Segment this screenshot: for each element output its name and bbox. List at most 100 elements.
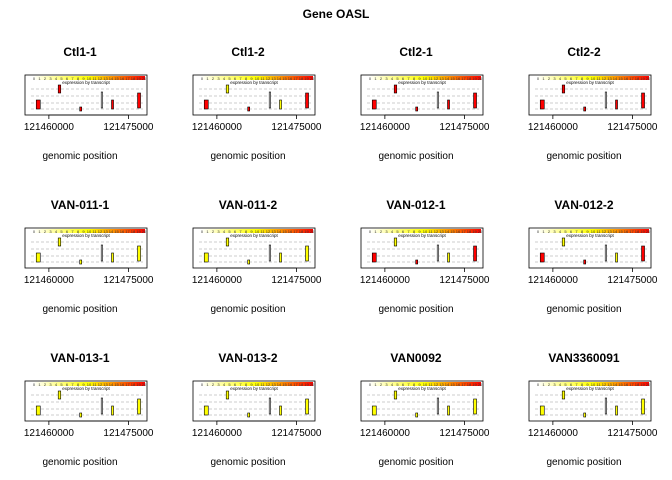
legend-scale-label: 6: [402, 229, 405, 234]
legend-scale-label: 2: [548, 229, 551, 234]
legend-scale-label: 18: [467, 382, 472, 387]
legend-colorbar: [537, 229, 649, 233]
legend-scale-label: 10: [423, 382, 428, 387]
legend-scale-label: 1: [374, 76, 377, 81]
legend-scale-label: 7: [239, 76, 242, 81]
exon-box: [35, 405, 41, 416]
legend-scale-label: 20: [646, 76, 651, 81]
legend-scale-label: 19: [640, 76, 645, 81]
legend-scale-label: 3: [553, 229, 556, 234]
legend-scale-label: 2: [212, 382, 215, 387]
exon-box: [225, 390, 230, 400]
legend-scale-label: 11: [260, 76, 265, 81]
legend-scale-label: 2: [380, 382, 383, 387]
legend-colorbar: [33, 382, 145, 386]
exon-box: [641, 245, 645, 262]
x-tick-label: 121475000: [103, 122, 153, 133]
legend-scale-label: 10: [255, 229, 260, 234]
legend-scale-label: 18: [467, 229, 472, 234]
legend-scale-label: 13: [439, 382, 444, 387]
legend-scale-label: 0: [537, 76, 540, 81]
x-tick-label: 121475000: [439, 275, 489, 286]
legend-scale-label: 20: [646, 229, 651, 234]
legend-scale-label: 14: [109, 382, 114, 387]
legend-scale-label: 11: [92, 229, 97, 234]
legend-scale-label: 11: [92, 382, 97, 387]
legend-scale-label: 18: [131, 76, 136, 81]
legend-scale-label: 19: [304, 229, 309, 234]
exon-box: [247, 412, 250, 418]
x-tick-label: 121460000: [360, 122, 410, 133]
legend-scale-label: 14: [445, 76, 450, 81]
legend-scale-label: 16: [456, 76, 461, 81]
legend-scale-label: 18: [299, 76, 304, 81]
x-tick-label: 121475000: [439, 428, 489, 439]
legend-scale-label: 14: [613, 382, 618, 387]
legend-scale-label: 6: [234, 382, 237, 387]
x-tick-label: 121460000: [528, 122, 578, 133]
legend-scale-label: 16: [624, 382, 629, 387]
legend-scale-label: 0: [369, 76, 372, 81]
legend-scale-label: 11: [596, 229, 601, 234]
panel-title: Ctl1-2: [231, 45, 265, 59]
legend-label: expression by transcript: [230, 80, 278, 85]
legend-scale-label: 20: [310, 76, 315, 81]
x-tick-label: 121460000: [24, 275, 74, 286]
panel-title: VAN0092: [390, 351, 442, 365]
exon-box: [279, 405, 282, 416]
legend-scale-label: 8: [77, 229, 80, 234]
legend-scale-label: 14: [109, 229, 114, 234]
legend-scale-label: 3: [217, 382, 220, 387]
exon-box: [371, 252, 377, 263]
legend-scale-label: 9: [250, 229, 253, 234]
legend-scale-label: 18: [635, 229, 640, 234]
exon-box: [111, 252, 114, 263]
panel-plot: 0 1 2 3 4 5 6 7 8 9 10 11 12 13 14 15 16 17 18 19 20expressi…: [24, 74, 154, 133]
exon-box: [447, 252, 450, 263]
x-tick-label: 121475000: [271, 275, 321, 286]
x-axis-label: genomic position: [546, 304, 622, 315]
exon-box: [305, 245, 309, 262]
legend-scale-label: 9: [418, 382, 421, 387]
legend-scale-label: 15: [114, 76, 119, 81]
exon-box: [279, 252, 282, 263]
legend-label: expression by transcript: [566, 386, 614, 391]
panel-plot: 0 1 2 3 4 5 6 7 8 9 10 11 12 13 14 15 16 17 18 19 20expressi…: [192, 74, 322, 133]
legend-scale-label: 15: [618, 76, 623, 81]
x-tick-label: 121475000: [439, 122, 489, 133]
legend-colorbar: [201, 382, 313, 386]
legend-scale-label: 4: [391, 382, 394, 387]
legend-scale-label: 18: [635, 382, 640, 387]
gene-panel: VAN-011-1 0 1 2 3 4 5 6 7 8 9 10 11 12 13 14 15 16 17 18 19 2…: [5, 198, 155, 315]
legend-scale-label: 18: [131, 229, 136, 234]
legend-scale-label: 18: [131, 382, 136, 387]
exon-box: [615, 99, 618, 110]
exon-box: [137, 398, 141, 415]
legend-scale-label: 1: [38, 382, 41, 387]
exon-box: [35, 252, 41, 263]
legend-colorbar: [201, 229, 313, 233]
legend-scale-label: 8: [413, 229, 416, 234]
legend-scale-label: 3: [553, 76, 556, 81]
panel-plot: 0 1 2 3 4 5 6 7 8 9 10 11 12 13 14 15 16 17 18 19 20expressi…: [360, 74, 490, 133]
legend-label: expression by transcript: [62, 80, 110, 85]
exon-box: [436, 91, 439, 109]
x-tick-label: 121475000: [271, 122, 321, 133]
exon-box: [268, 397, 271, 415]
legend-scale-label: 13: [103, 229, 108, 234]
legend-scale-label: 1: [542, 229, 545, 234]
exon-box: [539, 405, 545, 416]
exon-box: [561, 390, 566, 400]
legend-scale-label: 16: [624, 76, 629, 81]
legend-scale-label: 2: [44, 229, 47, 234]
legend-colorbar: [537, 382, 649, 386]
legend-scale-label: 16: [624, 229, 629, 234]
legend-scale-label: 5: [564, 76, 567, 81]
legend-scale-label: 8: [581, 382, 584, 387]
exon-box: [111, 405, 114, 416]
legend-scale-label: 6: [402, 382, 405, 387]
exon-box: [583, 259, 586, 265]
gene-panel: VAN-013-2 0 1 2 3 4 5 6 7 8 9 10 11 12 13 14 15 16 17 18 19 2…: [173, 351, 323, 468]
legend-scale-label: 5: [60, 229, 63, 234]
legend-scale-label: 20: [310, 382, 315, 387]
